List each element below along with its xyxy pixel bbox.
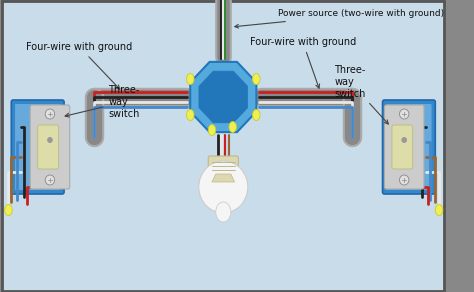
Circle shape <box>45 109 55 119</box>
Text: Four-wire with ground: Four-wire with ground <box>250 37 356 88</box>
Polygon shape <box>199 71 248 123</box>
FancyBboxPatch shape <box>2 1 444 291</box>
Ellipse shape <box>229 121 237 133</box>
Circle shape <box>400 109 409 119</box>
Text: Three-
way
switch: Three- way switch <box>65 85 140 119</box>
FancyBboxPatch shape <box>11 100 64 194</box>
Ellipse shape <box>208 124 216 135</box>
FancyBboxPatch shape <box>38 125 58 169</box>
Ellipse shape <box>253 110 260 121</box>
Circle shape <box>45 175 55 185</box>
FancyBboxPatch shape <box>392 125 413 169</box>
Polygon shape <box>212 174 235 182</box>
Text: Power source (two-wire with ground): Power source (two-wire with ground) <box>235 10 444 28</box>
FancyBboxPatch shape <box>15 104 60 190</box>
FancyBboxPatch shape <box>384 105 424 189</box>
FancyBboxPatch shape <box>30 105 70 189</box>
Circle shape <box>401 137 407 143</box>
Circle shape <box>47 137 53 143</box>
Ellipse shape <box>187 74 194 84</box>
Ellipse shape <box>253 74 260 84</box>
Circle shape <box>400 175 409 185</box>
FancyBboxPatch shape <box>386 104 431 190</box>
FancyBboxPatch shape <box>383 100 435 194</box>
Text: Three-
way
switch: Three- way switch <box>335 65 388 124</box>
FancyBboxPatch shape <box>208 156 238 176</box>
Ellipse shape <box>216 202 231 222</box>
Text: Four-wire with ground: Four-wire with ground <box>27 42 133 89</box>
Ellipse shape <box>199 161 248 213</box>
Ellipse shape <box>5 204 12 215</box>
Polygon shape <box>190 62 256 132</box>
Ellipse shape <box>435 204 443 215</box>
Ellipse shape <box>187 110 194 121</box>
